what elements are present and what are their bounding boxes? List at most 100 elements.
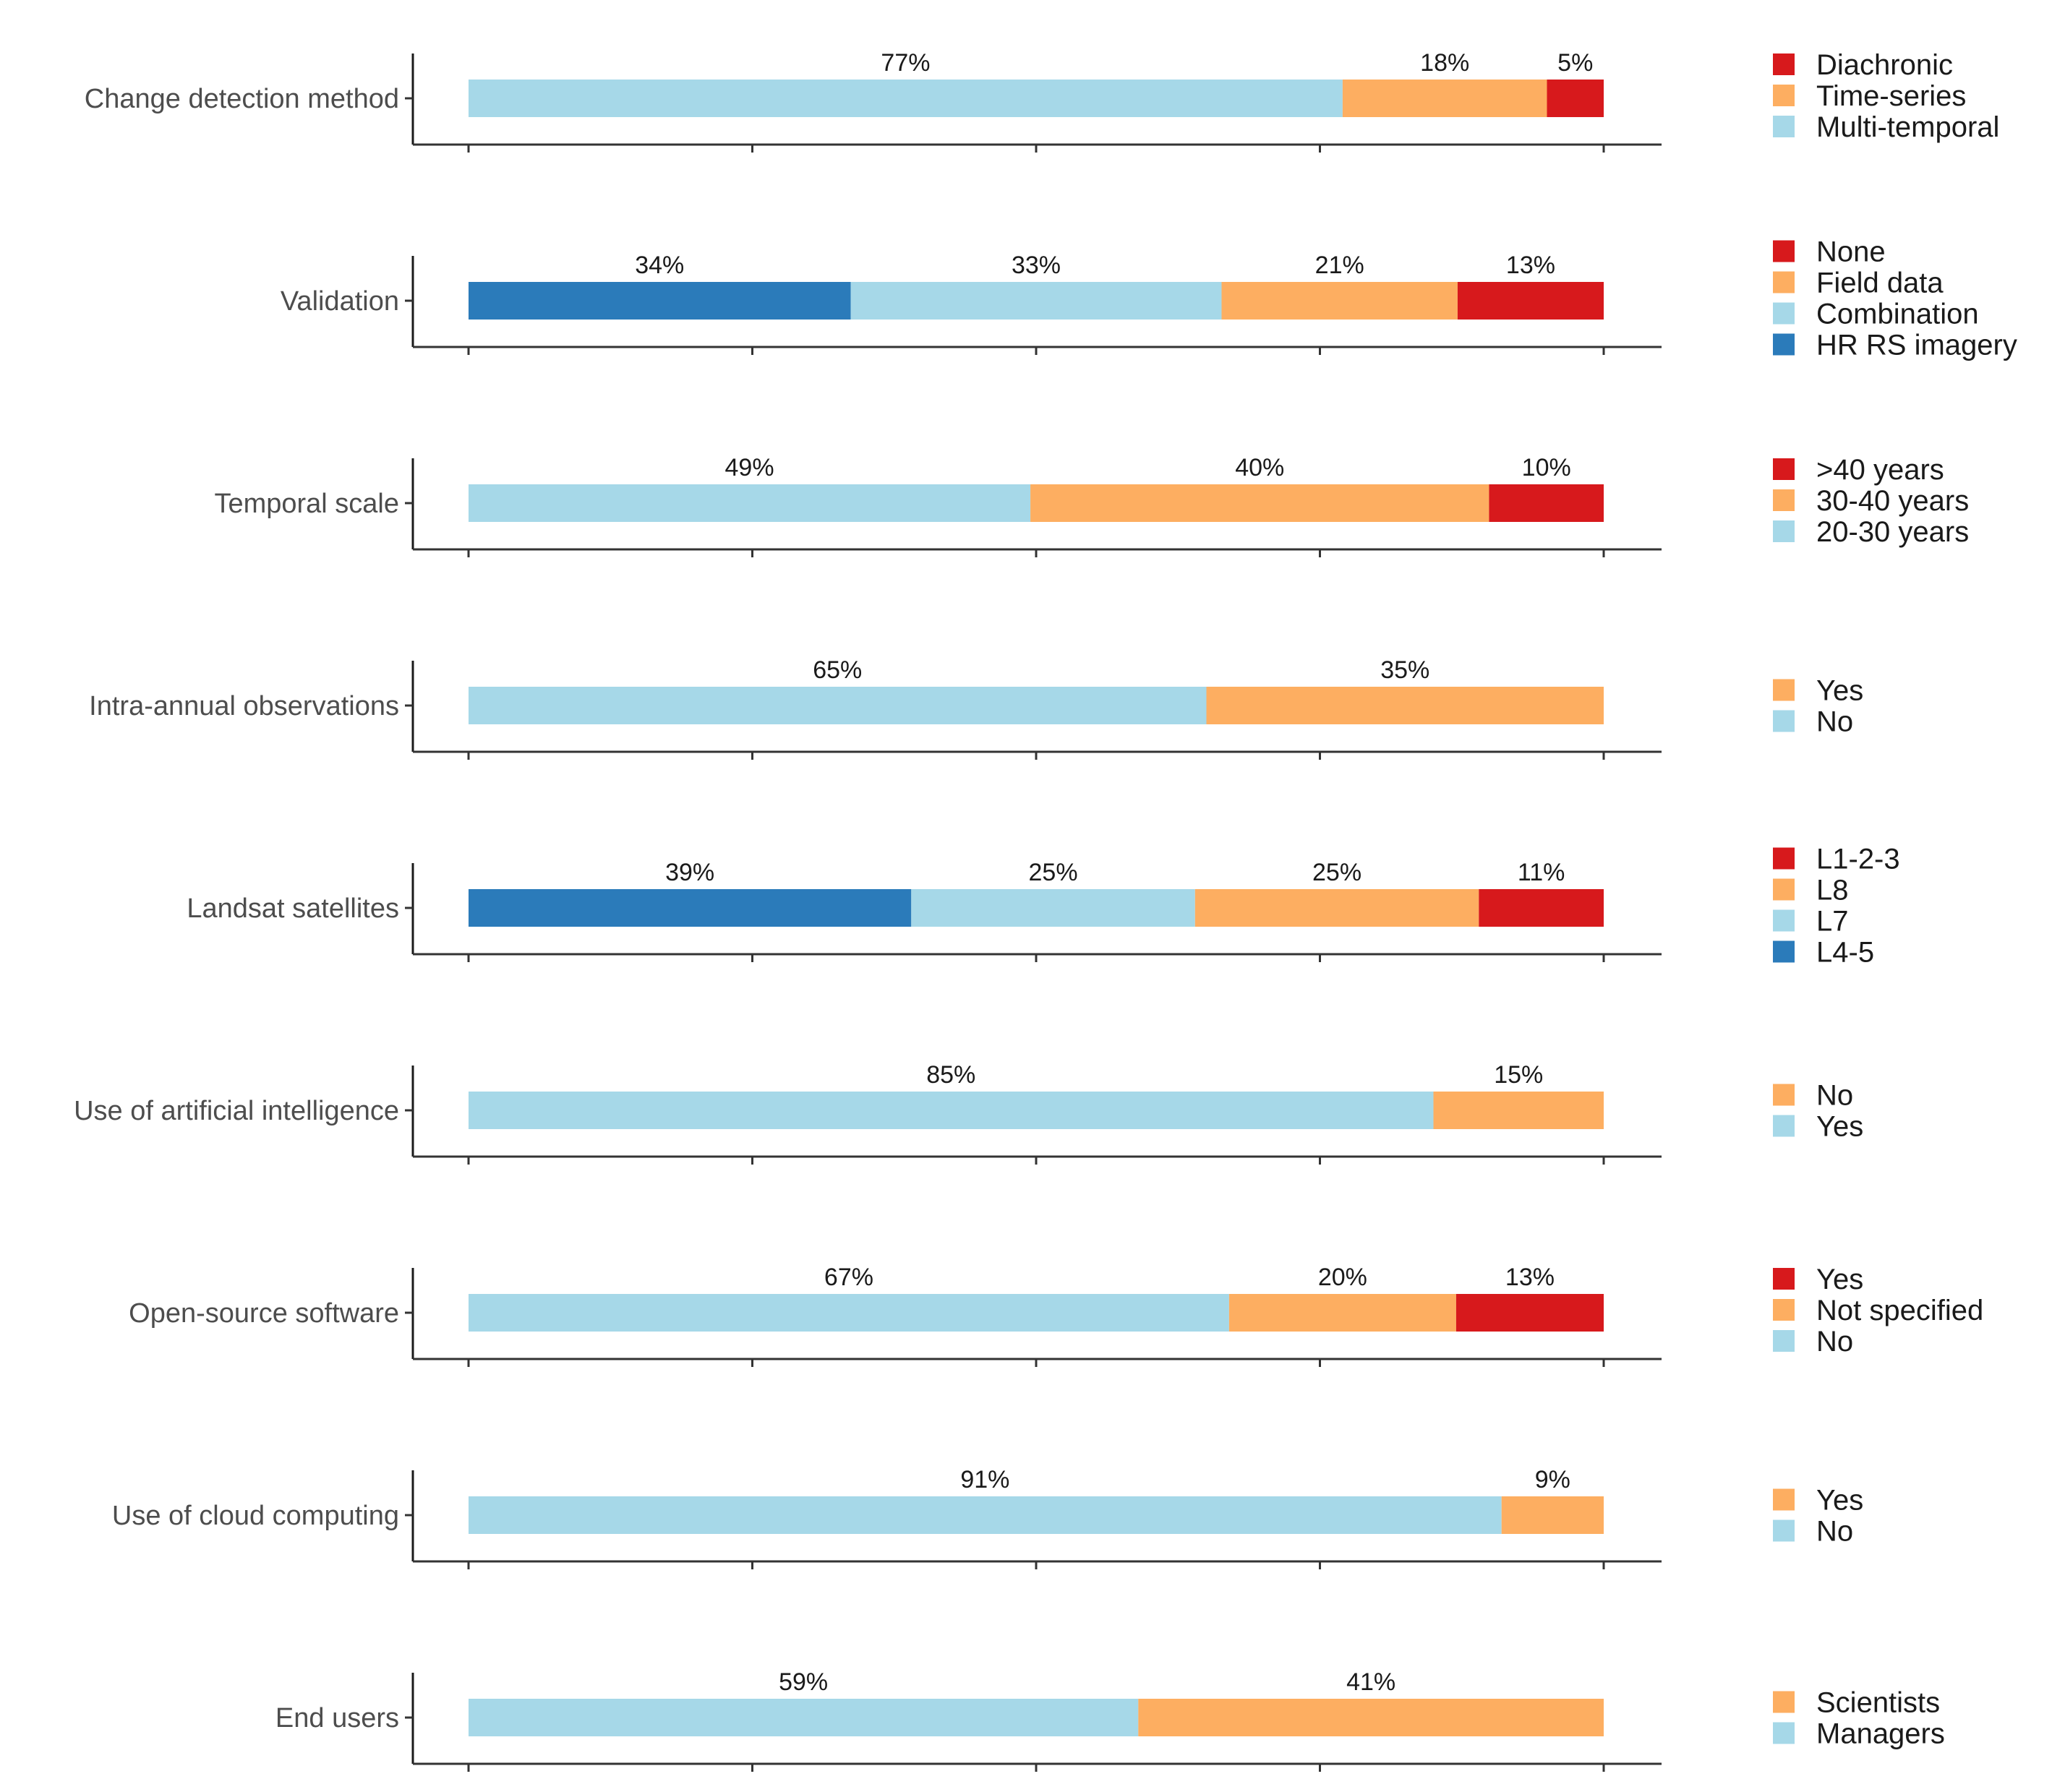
data-label: 33% [1012,252,1061,279]
data-label: 9% [1535,1466,1570,1493]
bar-segment [1138,1699,1604,1736]
data-label: 13% [1505,1264,1555,1291]
bar-segment [469,889,912,927]
bar-segment [469,80,1343,117]
legend-label: >40 years [1816,454,1944,486]
data-label: 59% [779,1668,828,1696]
legend-label: L1-2-3 [1816,844,1900,875]
category-label: Temporal scale [214,489,399,519]
bar-segment [1206,687,1604,724]
legend-label: HR RS imagery [1816,330,2017,361]
legend-label: No [1816,706,1853,738]
legend-label: 30-40 years [1816,485,1969,517]
legend-swatch [1773,1691,1795,1713]
legend-swatch [1773,1488,1795,1511]
legend-label: Field data [1816,267,1944,299]
data-label: 41% [1346,1668,1395,1696]
legend-swatch [1773,458,1795,480]
legend-swatch [1773,878,1795,901]
data-label: 20% [1318,1264,1367,1291]
data-label: 25% [1312,859,1361,886]
legend-swatch [1773,940,1795,963]
data-label: 35% [1380,656,1429,684]
data-label: 34% [635,252,684,279]
legend-swatch [1773,116,1795,137]
legend-label: Yes [1816,1111,1863,1143]
category-label: Use of cloud computing [112,1501,399,1531]
legend-swatch [1773,1722,1795,1744]
legend-label: Multi-temporal [1816,111,1999,143]
data-label: 25% [1029,859,1078,886]
category-label: Use of artificial intelligence [74,1096,399,1126]
legend-label: None [1816,236,1886,268]
legend-label: No [1816,1516,1853,1548]
legend-label: No [1816,1080,1853,1112]
bar-segment [1501,1496,1604,1534]
chart-panels: Change detection method 77% 18% 5% Diachroni… [74,49,2017,1772]
legend-label: L8 [1816,875,1849,906]
data-label: 91% [960,1466,1009,1493]
data-label: 49% [725,454,774,481]
data-label: 77% [881,49,930,77]
legend-label: L4-5 [1816,937,1874,969]
legend-swatch [1773,909,1795,932]
legend-swatch [1773,1268,1795,1290]
category-label: Intra-annual observations [89,691,399,721]
legend-label: Yes [1816,1485,1863,1517]
bar-segment [1455,1294,1604,1332]
bar-segment [1489,484,1604,522]
bar-segment [469,282,851,320]
category-label: End users [275,1703,399,1733]
panel-5: Use of artificial intelligence 85% 15% NoYe… [74,1061,1863,1165]
data-label: 85% [926,1061,975,1089]
bar-segment [469,484,1031,522]
legend-swatch [1773,1519,1795,1542]
panel-0: Change detection method 77% 18% 5% Diachroni… [85,49,1999,153]
legend-swatch [1773,679,1795,701]
legend-swatch [1773,1299,1795,1321]
bar-segment [1228,1294,1456,1332]
legend-swatch [1773,1084,1795,1106]
data-label: 21% [1315,252,1364,279]
data-label: 18% [1420,49,1469,77]
legend-label: Managers [1816,1718,1945,1750]
legend-swatch [1773,710,1795,732]
legend-label: L7 [1816,906,1849,938]
panel-4: Landsat satellites 39% 25% 25% 11% L1-2-3L8L7… [187,844,1899,969]
legend-label: Time-series [1816,80,1966,112]
data-label: 5% [1557,49,1593,77]
legend-swatch [1773,85,1795,106]
legend-label: Yes [1816,1264,1863,1295]
bar-segment [1194,889,1479,927]
data-label: 13% [1506,252,1555,279]
data-label: 65% [813,656,862,684]
data-label: 15% [1494,1061,1543,1089]
legend-swatch [1773,1330,1795,1352]
bar-segment [911,889,1195,927]
bar-segment [1479,889,1604,927]
legend-label: Scientists [1816,1687,1940,1719]
bar-segment [1221,282,1458,320]
bar-segment [1342,80,1547,117]
legend-label: No [1816,1326,1853,1358]
bar-segment [469,1092,1434,1129]
legend-swatch [1773,847,1795,870]
bar-segment [469,1294,1229,1332]
category-label: Landsat satellites [187,893,399,924]
bar-segment [1547,80,1604,117]
legend-swatch [1773,271,1795,293]
category-label: Change detection method [85,84,399,114]
legend-swatch [1773,302,1795,325]
bar-segment [1457,282,1604,320]
legend-label: 20-30 years [1816,516,1969,548]
legend-swatch [1773,333,1795,356]
data-label: 11% [1518,859,1565,886]
bar-segment [1030,484,1489,522]
category-label: Open-source software [129,1298,399,1329]
bar-segment [850,282,1222,320]
